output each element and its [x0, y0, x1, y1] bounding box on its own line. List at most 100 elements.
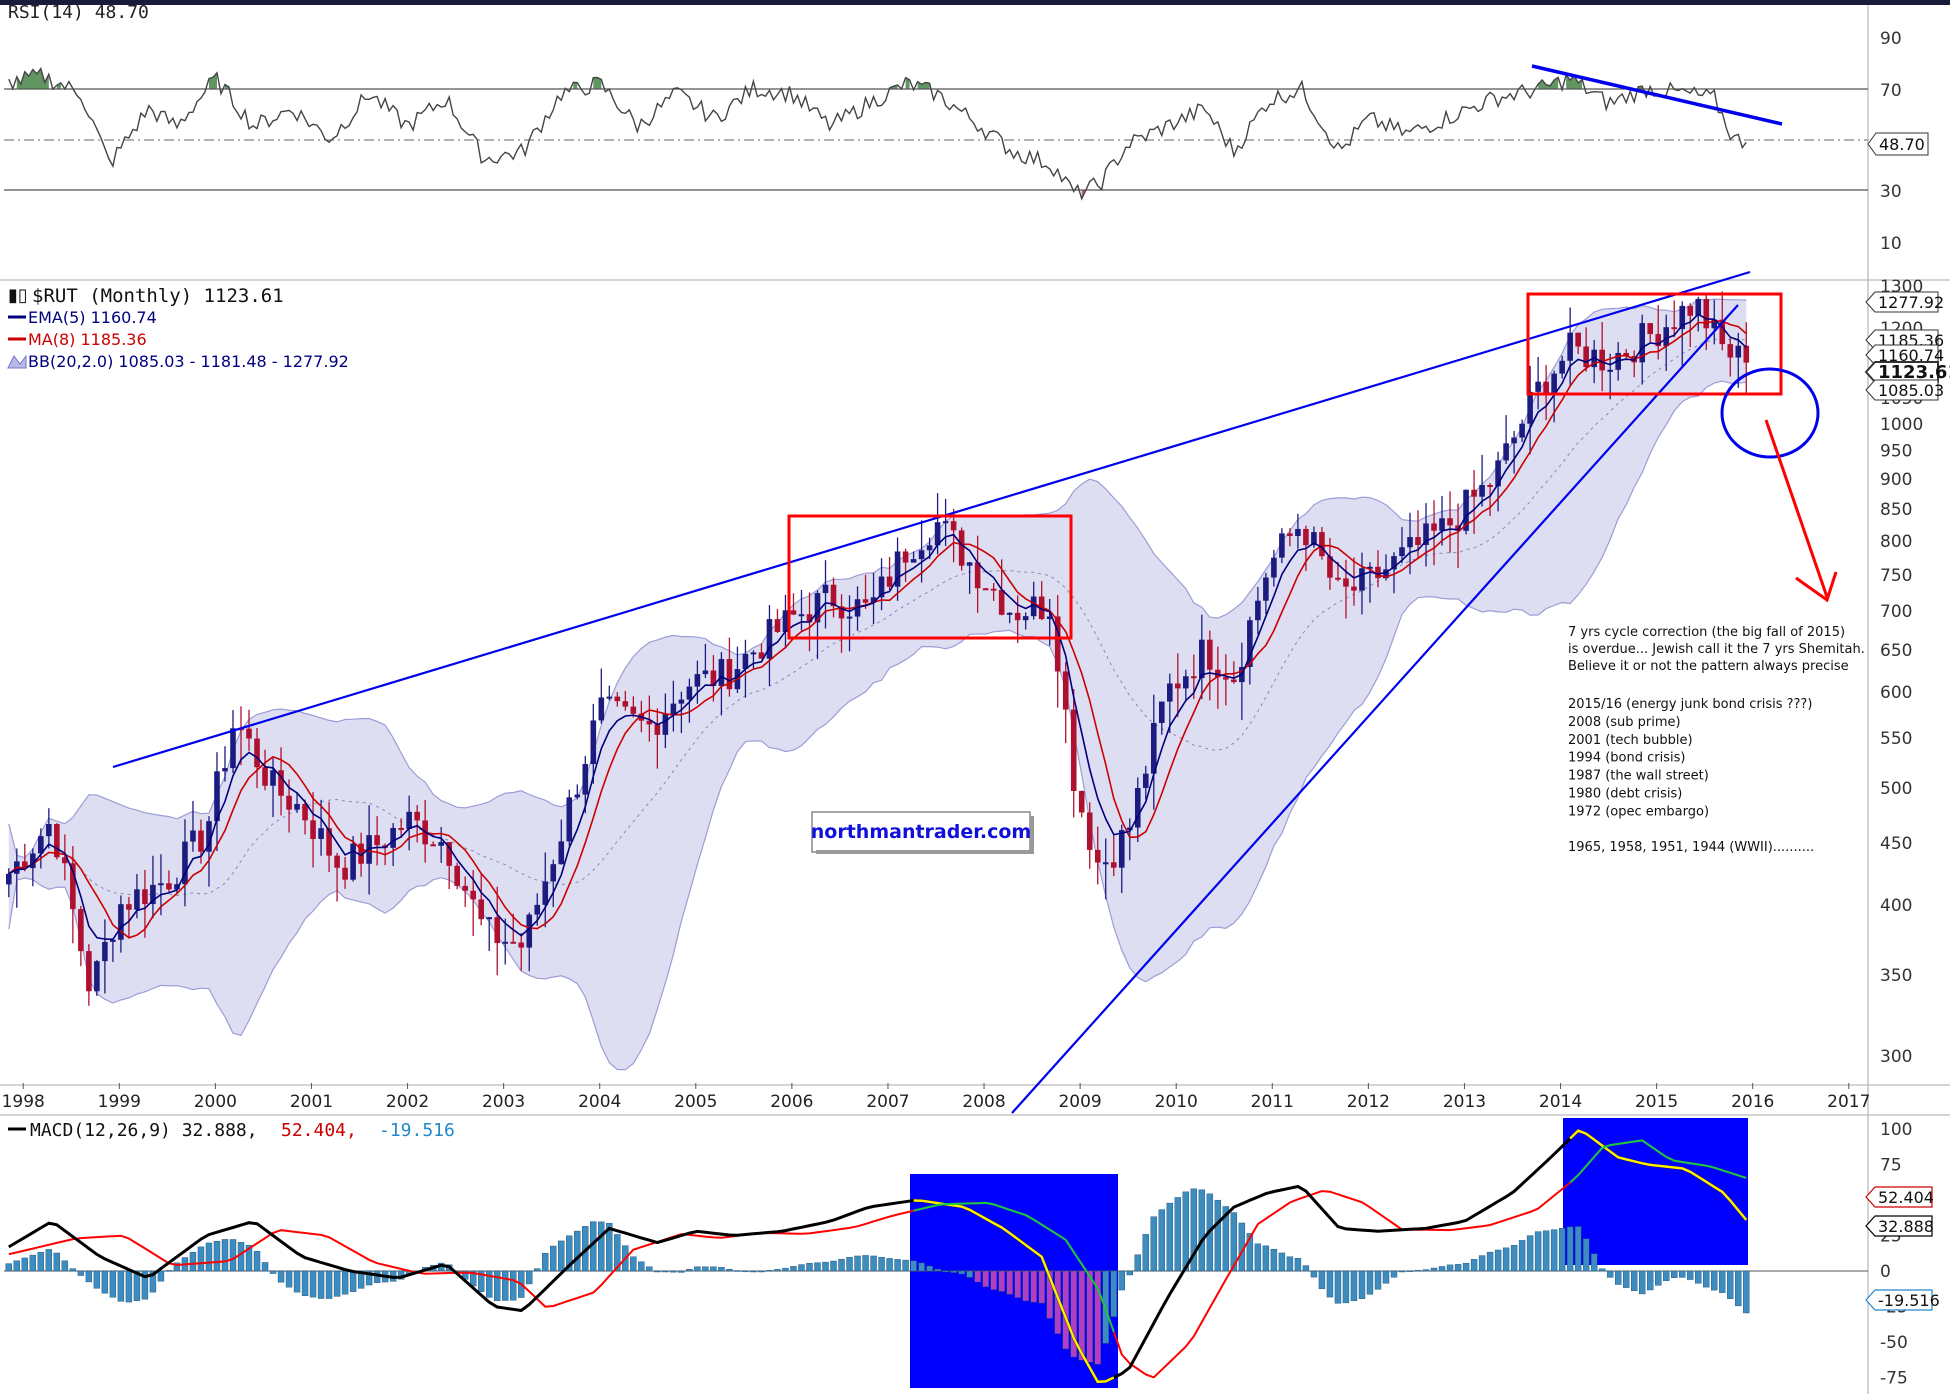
- candle-body: [678, 699, 685, 704]
- macd-histogram-bar: [934, 1268, 941, 1272]
- candle-body: [1110, 862, 1117, 868]
- top-box-2007: [787, 514, 1073, 640]
- macd-histogram-bar: [1518, 1240, 1526, 1272]
- macd-histogram-bar: [1342, 1270, 1350, 1304]
- macd-title-hist: -19.516: [379, 1120, 455, 1141]
- macd-histogram-bar: [1214, 1199, 1222, 1272]
- candle-body: [814, 593, 821, 623]
- candle-body: [222, 768, 228, 772]
- macd-histogram-bar: [638, 1261, 645, 1272]
- year-label: 1999: [98, 1092, 141, 1112]
- candle-body: [542, 881, 549, 905]
- macd-histogram-bar: [13, 1260, 21, 1272]
- candle-body: [414, 811, 420, 821]
- macd-histogram-bar: [1118, 1270, 1125, 1291]
- candle-body: [398, 827, 404, 830]
- macd-tick-label: -50: [1880, 1333, 1908, 1353]
- candle-body: [1599, 349, 1605, 371]
- macd-histogram-bar: [1038, 1270, 1045, 1304]
- rsi-tick: 90: [1880, 29, 1902, 49]
- candle-body: [326, 828, 332, 856]
- macd-histogram-bar: [141, 1270, 149, 1300]
- candle-body: [534, 904, 541, 915]
- macd-histogram-bar: [1310, 1270, 1318, 1278]
- macd-histogram-bar: [990, 1270, 997, 1290]
- candle-body: [550, 864, 557, 882]
- year-label: 2010: [1155, 1092, 1198, 1112]
- macd-tick-label: 75: [1880, 1156, 1902, 1176]
- macd-histogram-bar: [646, 1266, 653, 1272]
- price-tick-label: 300: [1880, 1047, 1912, 1067]
- annotation-line: 1994 (bond crisis): [1568, 751, 1685, 766]
- price-tick-label: 750: [1880, 566, 1912, 586]
- macd-histogram-bar: [1655, 1270, 1662, 1286]
- candle-body: [158, 883, 164, 886]
- candle-body: [910, 559, 917, 563]
- macd-histogram-bar: [1046, 1270, 1053, 1319]
- macd-histogram-bar: [790, 1266, 797, 1272]
- macd-histogram-bar: [510, 1270, 517, 1301]
- candle-body: [1647, 323, 1654, 335]
- signal-line-highlight: [913, 1201, 1115, 1333]
- candle-body: [126, 904, 132, 910]
- candle-body: [1479, 484, 1485, 497]
- candle-body: [1199, 639, 1205, 679]
- macd-histogram-bar: [125, 1270, 133, 1303]
- candle-body: [1607, 369, 1613, 372]
- candle-body: [1343, 578, 1349, 587]
- candle-body: [494, 917, 501, 944]
- candle-body: [502, 941, 509, 944]
- macd-histogram-bar: [1502, 1247, 1510, 1272]
- macd-histogram-bar: [1246, 1233, 1254, 1272]
- candle-body: [510, 941, 517, 944]
- year-label: 2007: [866, 1092, 909, 1112]
- macd-histogram-bar: [221, 1239, 229, 1272]
- year-axis: 1998 1999 2000 2001 2002 2003 2004 2005 2006 2007…: [2, 1083, 1870, 1112]
- macd-histogram-bar: [750, 1270, 757, 1273]
- macd-histogram-bar: [317, 1270, 325, 1299]
- candle-body: [1311, 532, 1317, 546]
- year-label: 2001: [290, 1092, 333, 1112]
- macd-histogram-bar: [1022, 1270, 1029, 1302]
- candle-body: [1359, 568, 1365, 591]
- macd-tag-value: 52.404: [1878, 1188, 1934, 1207]
- macd-histogram-bar: [149, 1270, 157, 1293]
- candle-body: [94, 961, 100, 992]
- macd-histogram-bar: [830, 1260, 837, 1272]
- macd-histogram-bar: [1711, 1270, 1718, 1291]
- down-arrow-head: [1795, 571, 1838, 603]
- candle-body: [1335, 577, 1341, 580]
- price-tag-value: 1277.92: [1878, 293, 1944, 312]
- macd-histogram-bar: [718, 1267, 725, 1272]
- price-tick-label: 550: [1880, 729, 1912, 749]
- watermark-box: northmantrader.com: [811, 811, 1034, 854]
- macd-tick-label: 100: [1880, 1120, 1912, 1140]
- candle-body: [1487, 484, 1493, 487]
- annotation-line: 1980 (debt crisis): [1568, 787, 1682, 802]
- macd-histogram-bar: [942, 1270, 949, 1273]
- macd-histogram-bar: [93, 1270, 101, 1289]
- candle-body: [750, 652, 757, 655]
- candle-body: [1223, 677, 1229, 680]
- year-label: 2003: [482, 1092, 525, 1112]
- macd-histogram-bar: [1630, 1270, 1638, 1292]
- candle-body: [558, 841, 565, 865]
- candle-body: [1727, 344, 1734, 358]
- candle-body: [190, 830, 196, 842]
- candle-body: [318, 828, 324, 839]
- macd-histogram-bar: [1494, 1249, 1502, 1272]
- candle-body: [174, 884, 180, 890]
- macd-histogram-bar: [742, 1270, 749, 1273]
- candle-body: [454, 865, 460, 886]
- macd-histogram-bar: [157, 1270, 165, 1282]
- candle-body: [1567, 332, 1573, 361]
- macd-histogram-bar: [566, 1235, 573, 1272]
- candle-body: [582, 764, 589, 795]
- macd-histogram-bar: [694, 1266, 701, 1272]
- price-tag-value: 1085.03: [1878, 381, 1944, 400]
- candle-body: [214, 771, 220, 822]
- candle-body: [118, 904, 124, 940]
- candle-body: [566, 797, 573, 842]
- macd-histogram-bar: [982, 1270, 989, 1287]
- candle-body: [142, 889, 148, 905]
